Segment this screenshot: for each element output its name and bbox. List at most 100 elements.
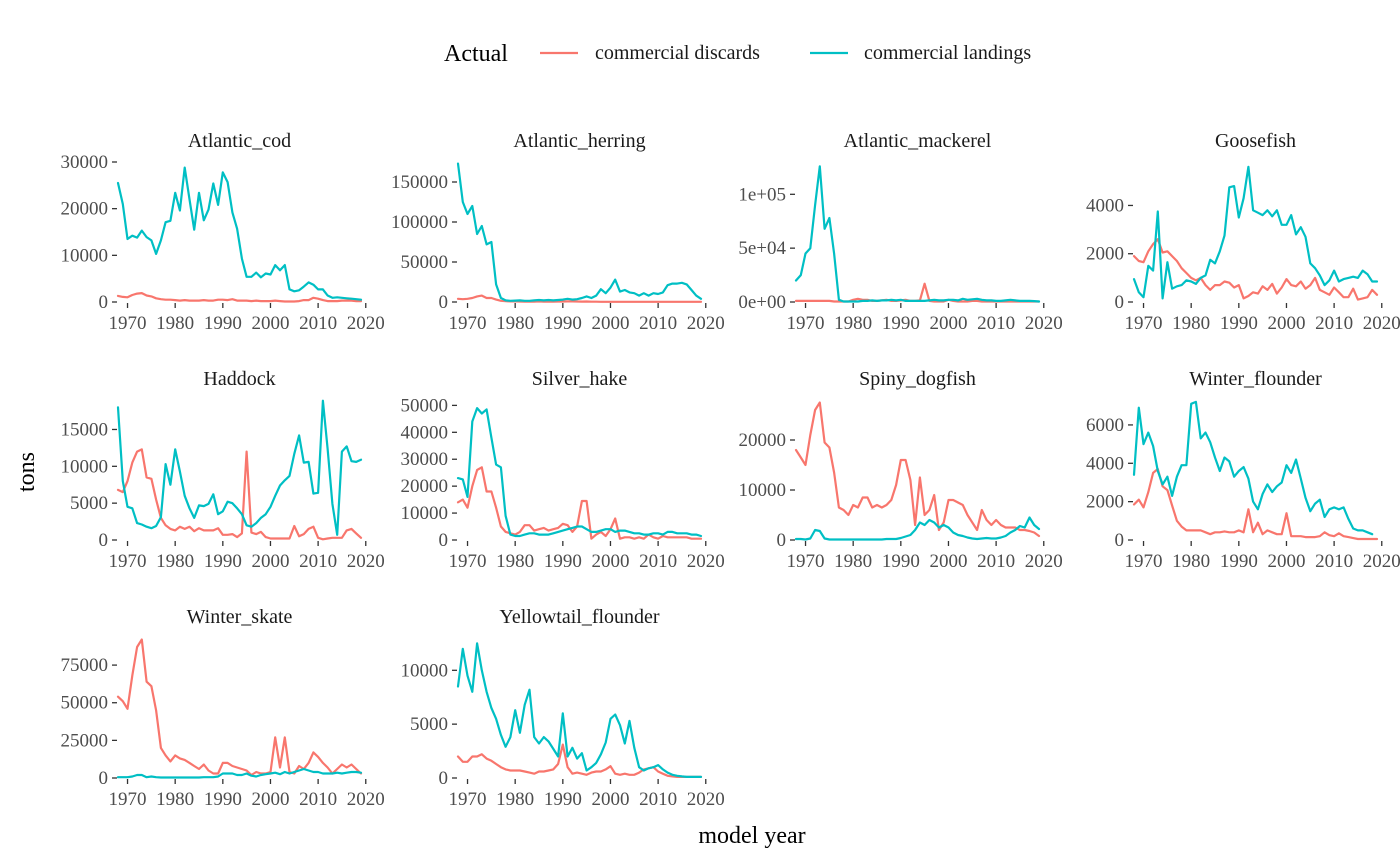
series-line-discards [116, 638, 363, 777]
x-tick-label: 2010 [1315, 313, 1353, 334]
y-tick-label: 150000 [391, 172, 448, 193]
y-tick-label: 0 [1115, 530, 1125, 551]
y-tick-label: 0 [439, 768, 449, 789]
facet-title: Spiny_dogfish [859, 368, 976, 390]
x-tick-label: 2020 [1025, 313, 1063, 334]
y-tick-label: 4000 [1086, 195, 1124, 216]
y-tick-label: 0 [99, 292, 109, 313]
x-tick-label: 2020 [687, 313, 725, 334]
y-tick-label: 75000 [61, 655, 109, 676]
x-tick-label: 2000 [929, 551, 967, 572]
y-tick-label: 40000 [401, 422, 449, 443]
y-tick-label: 50000 [61, 693, 109, 714]
panel-spiny-dogfish: Spiny_dogfish 0 10000 20000 1970 1980 1990 2000… [739, 368, 1063, 572]
panel-atlantic-mackerel: Atlantic_mackerel 0e+00 5e+04 1e+05 1970 1980… [738, 130, 1062, 334]
x-axis-title: model year [698, 823, 805, 849]
y-tick-label: 0 [99, 530, 109, 551]
y-tick-label: 0 [439, 292, 449, 313]
series-line-landings [116, 166, 363, 301]
y-tick-label: 0 [777, 530, 787, 551]
legend-title: Actual [444, 41, 508, 67]
x-tick-label: 1980 [834, 313, 872, 334]
x-tick-label: 1970 [787, 313, 825, 334]
x-tick-label: 1980 [156, 789, 194, 810]
y-tick-label: 50000 [401, 395, 449, 416]
facet-title: Yellowtail_flounder [499, 606, 660, 628]
x-tick-label: 1970 [109, 551, 147, 572]
facet-title: Winter_flounder [1189, 368, 1322, 390]
panel-winter-flounder: Winter_flounder 0 2000 4000 6000 1970 1980 1990… [1086, 368, 1400, 572]
series-line-landings [456, 407, 703, 538]
x-tick-label: 2020 [1363, 313, 1400, 334]
x-tick-label: 1990 [1220, 551, 1258, 572]
x-tick-label: 1990 [544, 789, 582, 810]
y-tick-label: 20000 [739, 430, 787, 451]
x-tick-label: 1970 [787, 551, 825, 572]
x-tick-label: 1990 [204, 789, 242, 810]
x-tick-label: 2010 [1315, 551, 1353, 572]
y-tick-label: 5000 [70, 493, 108, 514]
x-tick-label: 1990 [204, 313, 242, 334]
series-line-discards [794, 401, 1041, 538]
y-tick-label: 20000 [61, 199, 109, 220]
x-tick-label: 1970 [109, 313, 147, 334]
x-tick-label: 1970 [449, 313, 487, 334]
y-tick-label: 10000 [401, 503, 449, 524]
x-tick-label: 2000 [591, 313, 629, 334]
y-axis-title: tons [14, 452, 40, 492]
panel-atlantic-cod: Atlantic_cod 0 10000 20000 30000 1970 1980 1990… [61, 130, 385, 334]
x-tick-label: 2000 [1267, 313, 1305, 334]
x-tick-label: 1980 [496, 551, 534, 572]
series-line-discards [456, 466, 703, 540]
x-tick-label: 2020 [687, 789, 725, 810]
x-tick-label: 2000 [929, 313, 967, 334]
series-line-landings [456, 642, 703, 779]
panel-atlantic-herring: Atlantic_herring 0 50000 100000 150000 1970 19… [391, 130, 725, 334]
legend-label-discards: commercial discards [595, 42, 760, 64]
y-tick-label: 6000 [1086, 415, 1124, 436]
y-tick-label: 10000 [401, 660, 449, 681]
x-tick-label: 2010 [299, 551, 337, 572]
x-tick-label: 2020 [347, 551, 385, 572]
y-tick-label: 0 [1115, 292, 1125, 313]
x-tick-label: 2010 [977, 313, 1015, 334]
y-tick-label: 0 [99, 768, 109, 789]
y-tick-label: 20000 [401, 476, 449, 497]
x-tick-label: 1990 [204, 551, 242, 572]
series-line-landings [116, 767, 363, 779]
y-tick-label: 2000 [1086, 244, 1124, 265]
y-tick-label: 10000 [61, 456, 109, 477]
y-tick-label: 5000 [410, 714, 448, 735]
y-tick-label: 5e+04 [738, 238, 786, 259]
facet-title: Atlantic_cod [188, 130, 291, 152]
series-line-landings [116, 399, 363, 536]
y-tick-label: 10000 [61, 245, 109, 266]
x-tick-label: 1970 [1125, 313, 1163, 334]
series-line-landings [1132, 400, 1374, 536]
x-tick-label: 1970 [449, 789, 487, 810]
legend: Actual commercial discards commercial la… [444, 41, 1031, 67]
x-tick-label: 1970 [449, 551, 487, 572]
x-tick-label: 2020 [1363, 551, 1400, 572]
legend-label-landings: commercial landings [864, 42, 1031, 64]
x-tick-label: 2010 [639, 551, 677, 572]
x-tick-label: 2000 [251, 313, 289, 334]
x-tick-label: 1990 [544, 313, 582, 334]
series-line-discards [794, 282, 1041, 303]
facet-title: Atlantic_herring [513, 130, 645, 152]
series-line-landings [456, 162, 703, 302]
series-line-discards [456, 294, 703, 303]
x-tick-label: 1980 [156, 551, 194, 572]
y-tick-label: 2000 [1086, 492, 1124, 513]
x-tick-label: 2000 [1267, 551, 1305, 572]
x-tick-label: 1980 [496, 313, 534, 334]
x-tick-label: 1990 [882, 313, 920, 334]
facet-title: Goosefish [1215, 130, 1296, 152]
x-tick-label: 2020 [1025, 551, 1063, 572]
x-tick-label: 2020 [347, 313, 385, 334]
panel-silver-hake: Silver_hake 0 10000 20000 30000 40000 50000 197… [401, 368, 725, 572]
x-tick-label: 2000 [591, 551, 629, 572]
y-tick-label: 0 [439, 530, 449, 551]
